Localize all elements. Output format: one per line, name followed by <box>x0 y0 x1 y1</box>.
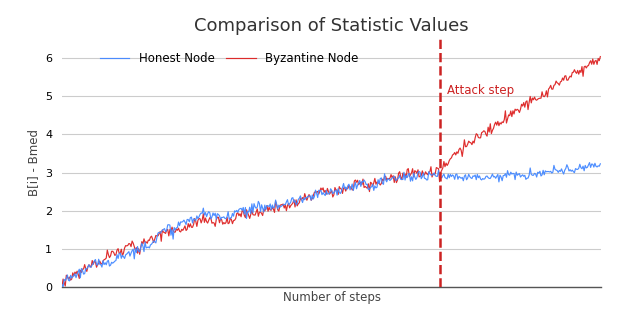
Title: Comparison of Statistic Values: Comparison of Statistic Values <box>195 17 469 35</box>
Byzantine Node <box>314 189 321 193</box>
Byzantine Node <box>379 177 386 181</box>
Y-axis label: B[i] - Bmed: B[i] - Bmed <box>27 129 40 197</box>
Honest Node <box>596 162 604 166</box>
Honest Node <box>585 163 592 167</box>
Honest Node <box>351 184 358 187</box>
Byzantine Node <box>583 64 591 68</box>
Honest Node <box>315 188 322 192</box>
Byzantine Node <box>58 285 66 289</box>
Text: Attack step: Attack step <box>447 84 514 96</box>
Byzantine Node <box>596 55 604 59</box>
Honest Node <box>318 193 326 197</box>
X-axis label: Number of steps: Number of steps <box>283 291 381 304</box>
Byzantine Node <box>317 186 325 190</box>
Honest Node <box>500 173 508 177</box>
Line: Byzantine Node: Byzantine Node <box>62 57 600 287</box>
Honest Node <box>58 283 66 287</box>
Byzantine Node <box>350 188 357 192</box>
Honest Node <box>60 285 67 289</box>
Honest Node <box>380 183 388 186</box>
Legend: Honest Node, Byzantine Node: Honest Node, Byzantine Node <box>95 48 363 70</box>
Honest Node <box>586 161 593 165</box>
Line: Honest Node: Honest Node <box>62 163 600 287</box>
Byzantine Node <box>500 121 507 125</box>
